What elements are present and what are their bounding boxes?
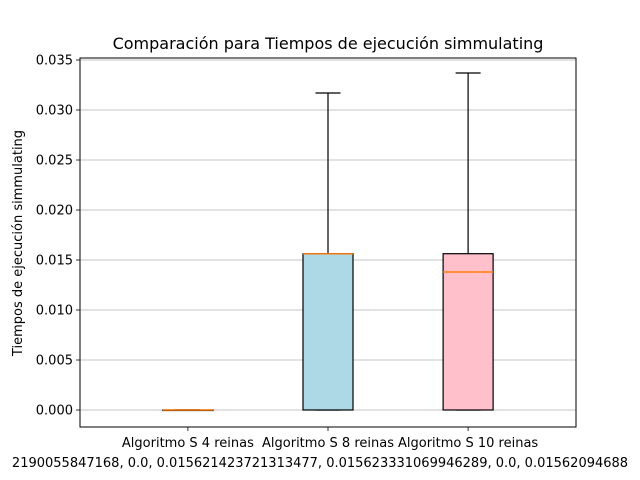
box-group [302, 92, 354, 411]
y-axis-ticks: 0.000 0.005 0.010 0.015 0.020 0.025 0.030 0.035 [36, 54, 80, 419]
y-tick-label: 0.030 [36, 104, 73, 119]
box [442, 253, 494, 411]
box-group [162, 409, 214, 412]
box-group [442, 72, 494, 411]
x-axis-ticks: Algoritmo S 4 reinas Algoritmo S 8 reinas… [122, 427, 538, 451]
x-tick-label: Algoritmo S 10 reinas [398, 436, 538, 451]
x-tick-label: Algoritmo S 8 reinas [262, 436, 394, 451]
y-tick-label: 0.035 [36, 54, 73, 69]
y-tick-label: 0.020 [36, 204, 73, 219]
y-tick-label: 0.015 [36, 254, 73, 269]
boxes [162, 72, 494, 412]
y-tick-label: 0.005 [36, 354, 73, 369]
x-axis-label: 2190055847168, 0.0, 0.015621423721313477… [12, 456, 628, 471]
y-tick-label: 0.025 [36, 154, 73, 169]
chart-title: Comparación para Tiempos de ejecución si… [113, 34, 544, 53]
box [302, 253, 354, 411]
y-tick-label: 0.010 [36, 304, 73, 319]
x-tick-label: Algoritmo S 4 reinas [122, 436, 254, 451]
y-axis-label: Tiempos de ejecución simmulating [11, 130, 26, 357]
y-tick-label: 0.000 [36, 404, 73, 419]
